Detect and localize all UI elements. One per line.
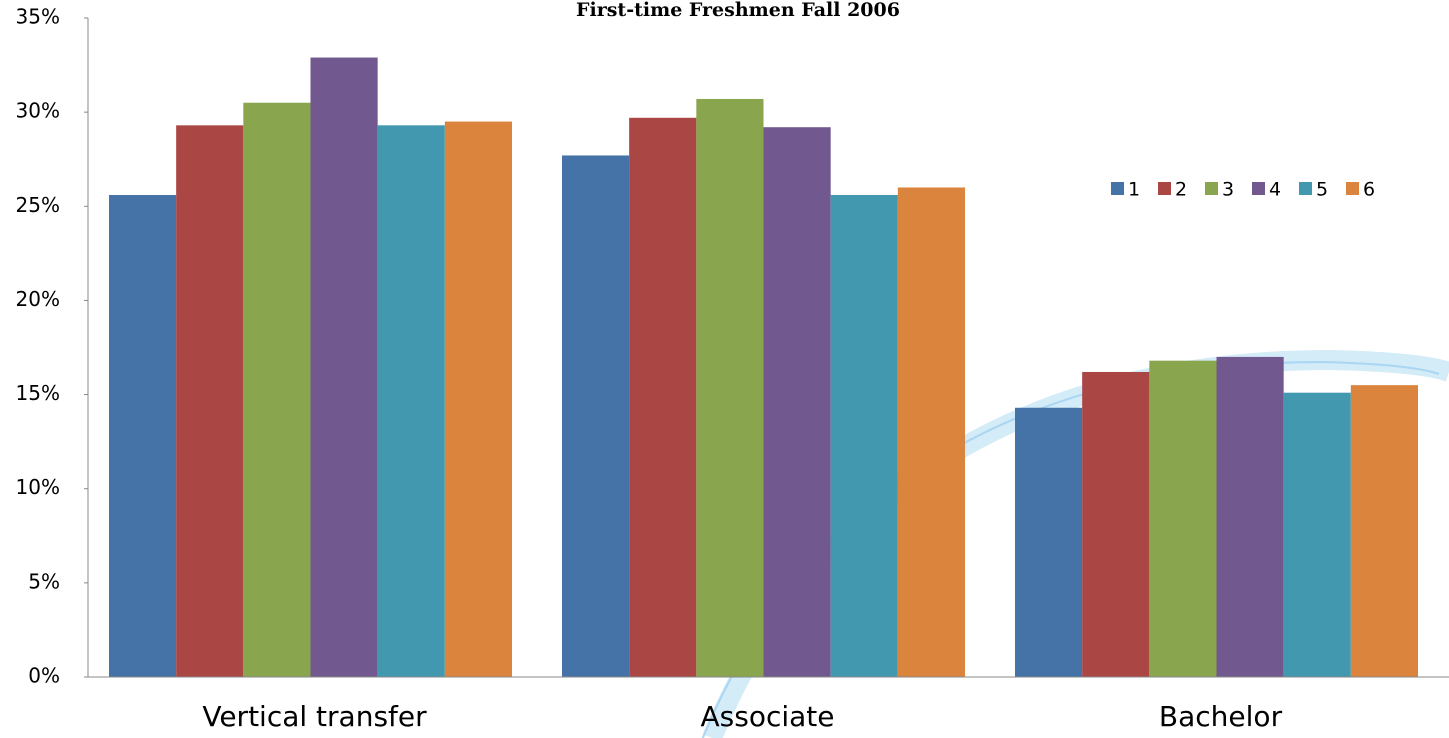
- legend-swatch: [1346, 182, 1359, 195]
- bar: [1216, 356, 1284, 677]
- legend-swatch: [1252, 182, 1265, 195]
- bar: [1350, 385, 1418, 677]
- bar: [696, 98, 764, 677]
- bar: [897, 187, 965, 677]
- chart-title: First-time Freshmen Fall 2006: [576, 0, 900, 21]
- legend-label: 6: [1363, 179, 1375, 201]
- legend-swatch: [1205, 182, 1218, 195]
- bar: [1015, 407, 1083, 677]
- bar: [243, 102, 311, 677]
- y-tick-label: 30%: [16, 99, 60, 123]
- x-tick-label: Associate: [701, 700, 835, 733]
- legend-label: 5: [1316, 179, 1328, 201]
- bar: [562, 155, 630, 677]
- x-tick-label: Bachelor: [1159, 700, 1283, 733]
- legend-swatch: [1299, 182, 1312, 195]
- bar: [763, 127, 831, 678]
- legend-label: 4: [1269, 179, 1281, 201]
- legend-swatch: [1158, 182, 1171, 195]
- y-tick-label: 10%: [16, 475, 60, 499]
- bar: [1149, 360, 1217, 677]
- y-tick-label: 25%: [16, 193, 60, 217]
- legend-label: 3: [1222, 179, 1234, 201]
- bar: [629, 117, 697, 677]
- bar: [176, 125, 244, 677]
- y-tick-label: 5%: [28, 569, 60, 593]
- legend-label: 2: [1175, 179, 1187, 201]
- legend-swatch: [1111, 182, 1124, 195]
- y-tick-label: 35%: [16, 5, 60, 29]
- bar: [444, 121, 512, 678]
- legend-label: 1: [1128, 179, 1140, 201]
- bar: [1082, 371, 1150, 677]
- bar: [830, 194, 898, 677]
- x-tick-label: Vertical transfer: [202, 700, 427, 733]
- y-tick-label: 15%: [16, 381, 60, 405]
- y-tick-label: 0%: [28, 664, 60, 688]
- bar: [377, 125, 445, 677]
- y-tick-label: 20%: [16, 287, 60, 311]
- bar: [310, 57, 378, 678]
- bar: [1283, 392, 1351, 677]
- bar: [109, 194, 177, 677]
